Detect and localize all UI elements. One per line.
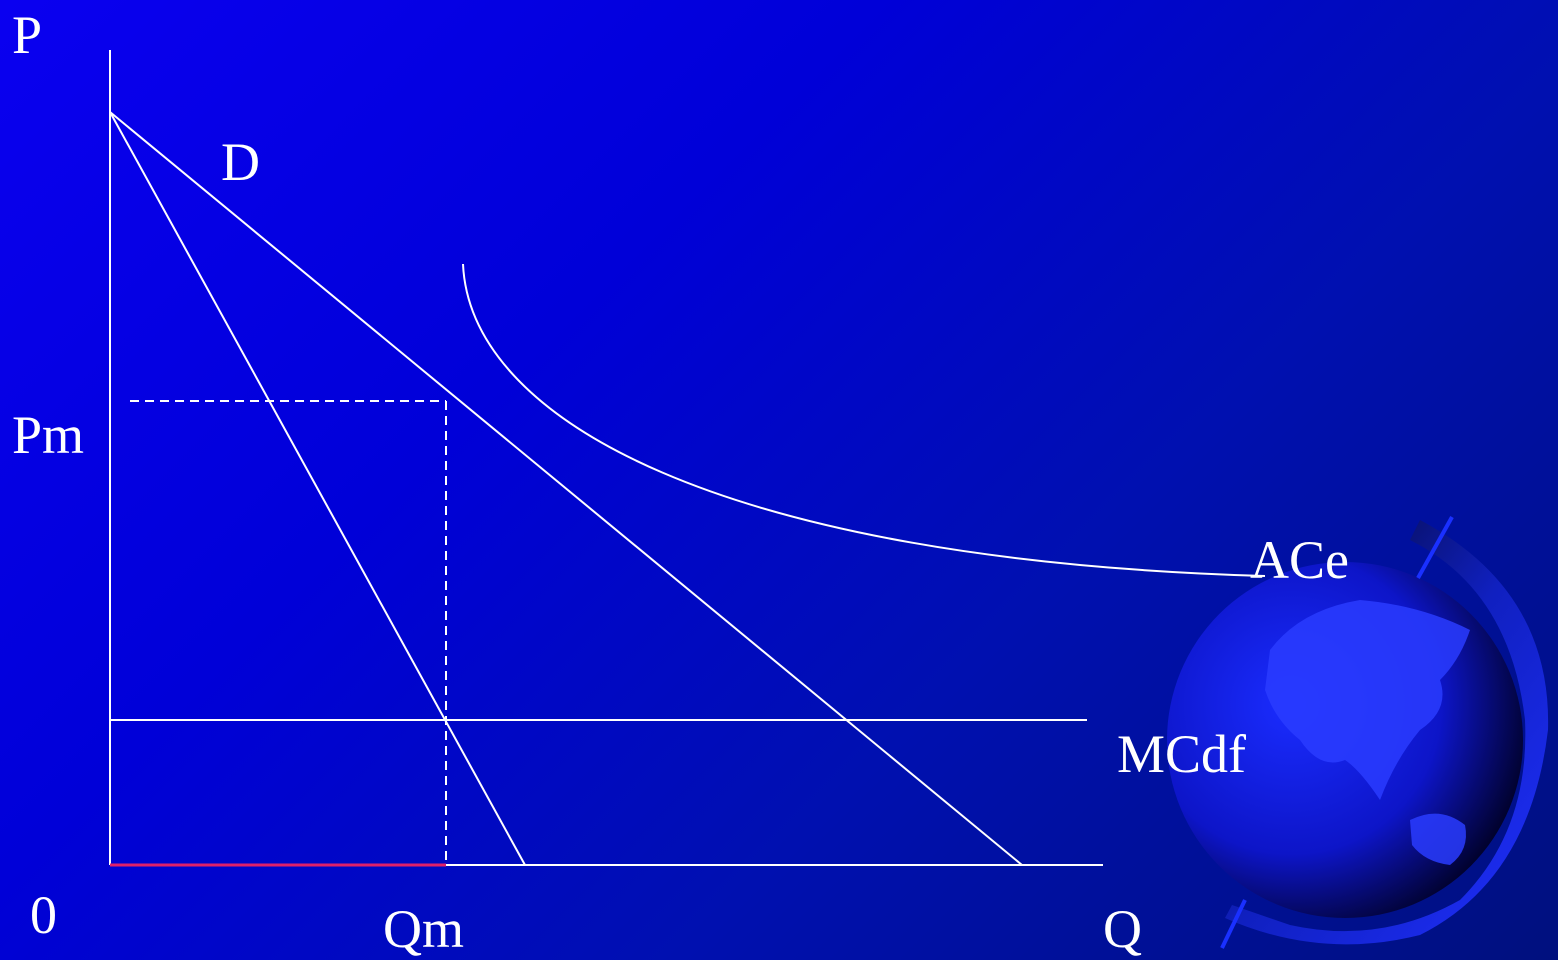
qm-label: Qm [383,899,464,959]
mcdf-label: MCdf [1117,724,1247,784]
demand-curve [109,111,1023,866]
pm-label: Pm [12,405,85,465]
ace-label: ACe [1250,530,1349,590]
ace-curve [462,263,1266,577]
marginal-revenue-curve [109,111,526,866]
origin-label: 0 [30,885,57,945]
p-axis-label: P [12,5,43,65]
demand-label: D [221,132,260,192]
globe-icon [1167,516,1549,949]
q-axis-label: Q [1103,899,1142,959]
